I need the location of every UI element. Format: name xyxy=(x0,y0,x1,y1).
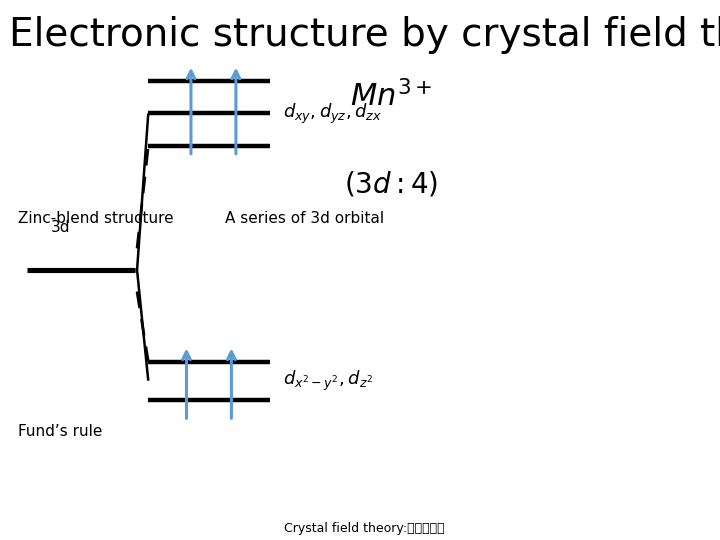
Text: 3d: 3d xyxy=(51,220,71,235)
Text: Crystal field theory:結晶場理論: Crystal field theory:結晶場理論 xyxy=(284,522,445,535)
Text: A series of 3d orbital: A series of 3d orbital xyxy=(225,211,384,226)
Text: $(3d:4)$: $(3d:4)$ xyxy=(343,169,438,198)
Text: $d_{x^2-y^2}, d_{z^2}$: $d_{x^2-y^2}, d_{z^2}$ xyxy=(283,369,373,393)
Text: $d_{xy}, d_{yz}, d_{zx}$: $d_{xy}, d_{yz}, d_{zx}$ xyxy=(283,102,382,125)
Text: Electronic structure by crystal field theory: Electronic structure by crystal field th… xyxy=(9,16,720,54)
Text: $Mn^{3+}$: $Mn^{3+}$ xyxy=(350,81,432,113)
Text: Zinc-blend structure: Zinc-blend structure xyxy=(18,211,174,226)
Text: Fund’s rule: Fund’s rule xyxy=(18,424,102,440)
